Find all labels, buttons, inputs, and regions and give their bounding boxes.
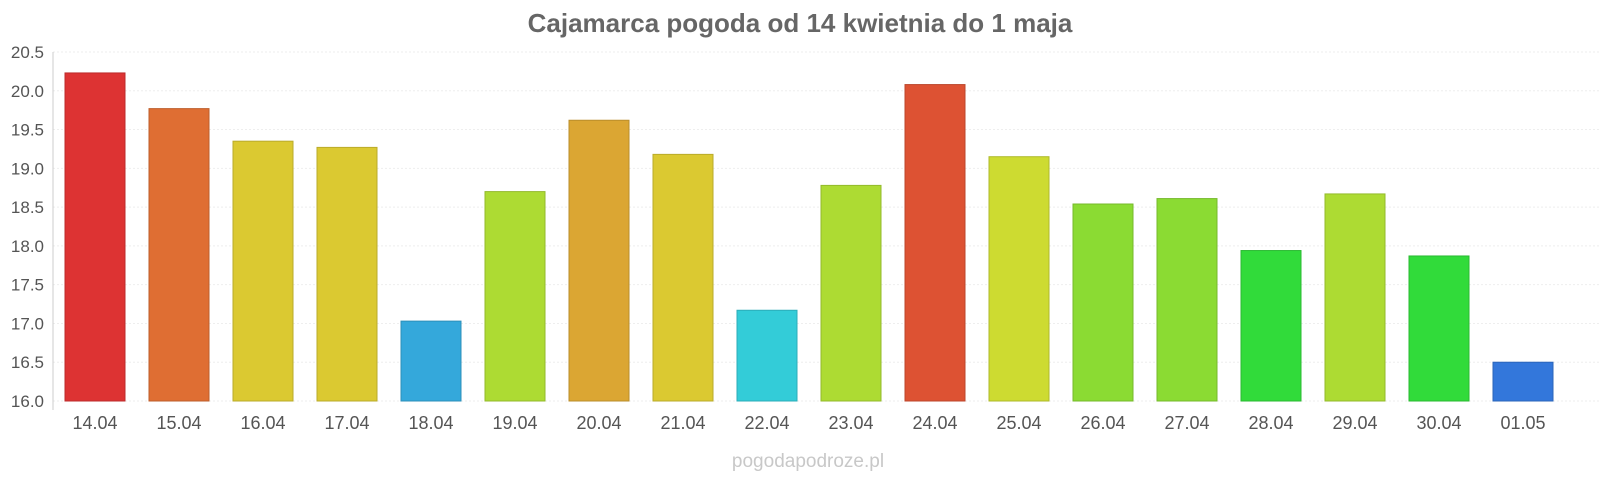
bar-22.04 bbox=[736, 309, 798, 402]
x-tick-label: 29.04 bbox=[1332, 413, 1377, 433]
x-tick-label: 30.04 bbox=[1416, 413, 1461, 433]
y-tick-label: 16.0 bbox=[11, 392, 44, 411]
bar-24.04 bbox=[904, 84, 966, 402]
bar-30.04 bbox=[1408, 255, 1470, 402]
x-axis-tick-labels: 14.04 15.04 16.04 17.04 18.04 19.04 20.04 21.04… bbox=[72, 413, 1545, 433]
y-tick-label: 19.5 bbox=[11, 121, 44, 140]
bar-19.04 bbox=[484, 191, 546, 402]
y-tick-label: 16.5 bbox=[11, 353, 44, 372]
bar-23.04 bbox=[820, 184, 882, 402]
y-axis-tick-labels: 16.0 16.5 17.0 17.5 18.0 18.5 19.0 19.5 20.0 20.5 bbox=[11, 43, 44, 411]
bar-26.04 bbox=[1072, 203, 1134, 402]
bar-16.04 bbox=[232, 140, 294, 402]
x-tick-label: 01.05 bbox=[1500, 413, 1545, 433]
bars bbox=[64, 72, 1554, 402]
bar-14.04 bbox=[64, 72, 126, 402]
x-tick-label: 16.04 bbox=[240, 413, 285, 433]
x-tick-label: 14.04 bbox=[72, 413, 117, 433]
bar-25.04 bbox=[988, 156, 1050, 402]
x-tick-label: 21.04 bbox=[660, 413, 705, 433]
watermark: pogodapodroze.pl bbox=[732, 451, 884, 472]
bar-18.04 bbox=[400, 320, 462, 402]
x-tick-label: 28.04 bbox=[1248, 413, 1293, 433]
y-tick-label: 20.5 bbox=[11, 43, 44, 62]
bar-21.04 bbox=[652, 153, 714, 402]
x-tick-label: 17.04 bbox=[324, 413, 369, 433]
x-tick-label: 26.04 bbox=[1080, 413, 1125, 433]
y-tick-label: 20.0 bbox=[11, 82, 44, 101]
x-tick-label: 18.04 bbox=[408, 413, 453, 433]
y-tick-label: 18.0 bbox=[11, 237, 44, 256]
x-tick-label: 20.04 bbox=[576, 413, 621, 433]
x-tick-label: 24.04 bbox=[912, 413, 957, 433]
y-tick-label: 18.5 bbox=[11, 198, 44, 217]
chart-title: Cajamarca pogoda od 14 kwietnia do 1 maj… bbox=[528, 8, 1073, 38]
x-tick-label: 15.04 bbox=[156, 413, 201, 433]
x-tick-label: 22.04 bbox=[744, 413, 789, 433]
y-tick-label: 17.5 bbox=[11, 276, 44, 295]
bar-01.05 bbox=[1492, 361, 1554, 402]
x-tick-label: 19.04 bbox=[492, 413, 537, 433]
y-tick-label: 17.0 bbox=[11, 314, 44, 333]
bar-20.04 bbox=[568, 119, 630, 402]
x-tick-label: 25.04 bbox=[996, 413, 1041, 433]
bar-27.04 bbox=[1156, 198, 1218, 402]
bar-29.04 bbox=[1324, 193, 1386, 402]
bar-15.04 bbox=[148, 108, 210, 402]
x-tick-label: 27.04 bbox=[1164, 413, 1209, 433]
y-tick-label: 19.0 bbox=[11, 159, 44, 178]
bar-28.04 bbox=[1240, 250, 1302, 402]
bar-17.04 bbox=[316, 146, 378, 402]
x-tick-label: 23.04 bbox=[828, 413, 873, 433]
